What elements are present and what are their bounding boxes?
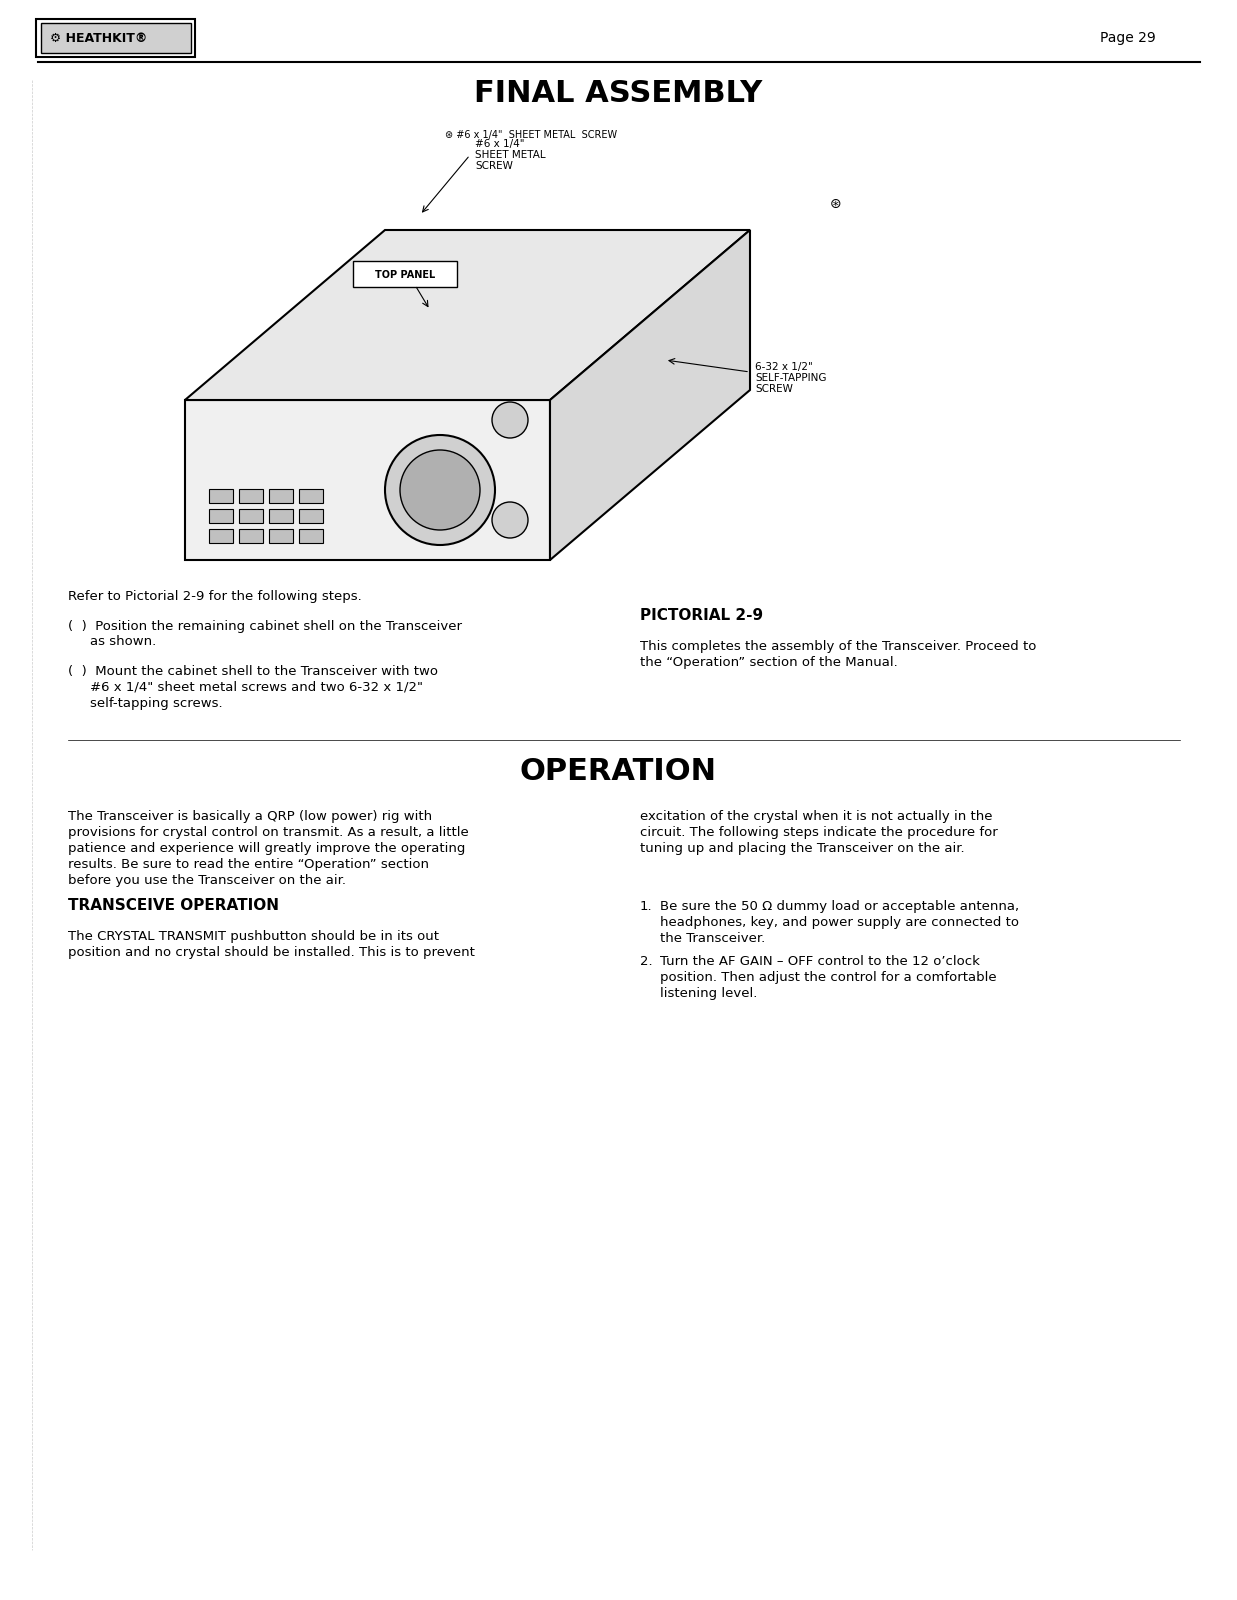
FancyBboxPatch shape [268,509,293,523]
Text: SHEET METAL: SHEET METAL [475,150,546,160]
FancyBboxPatch shape [41,22,190,53]
FancyBboxPatch shape [36,19,195,58]
Text: #6 x 1/4" sheet metal screws and two 6-32 x 1/2": #6 x 1/4" sheet metal screws and two 6-3… [90,682,423,694]
Polygon shape [186,230,750,400]
FancyBboxPatch shape [239,490,263,502]
Text: ⊛ #6 x 1/4"  SHEET METAL  SCREW: ⊛ #6 x 1/4" SHEET METAL SCREW [445,130,617,141]
Text: headphones, key, and power supply are connected to: headphones, key, and power supply are co… [661,915,1019,930]
Text: TRANSCEIVE OPERATION: TRANSCEIVE OPERATION [68,898,280,914]
Text: PICTORIAL 2-9: PICTORIAL 2-9 [640,608,763,622]
Text: #6 x 1/4": #6 x 1/4" [475,139,524,149]
FancyBboxPatch shape [209,509,233,523]
Text: FINAL ASSEMBLY: FINAL ASSEMBLY [474,78,762,109]
Text: the Transceiver.: the Transceiver. [661,931,766,946]
FancyBboxPatch shape [299,530,323,542]
Text: excitation of the crystal when it is not actually in the: excitation of the crystal when it is not… [640,810,992,822]
Text: 6-32 x 1/2": 6-32 x 1/2" [755,362,813,371]
Text: circuit. The following steps indicate the procedure for: circuit. The following steps indicate th… [640,826,998,838]
Text: 2.: 2. [640,955,653,968]
Circle shape [400,450,480,530]
FancyBboxPatch shape [353,261,456,286]
FancyBboxPatch shape [239,509,263,523]
Text: position. Then adjust the control for a comfortable: position. Then adjust the control for a … [661,971,997,984]
FancyBboxPatch shape [299,490,323,502]
Text: the “Operation” section of the Manual.: the “Operation” section of the Manual. [640,656,898,669]
Text: The CRYSTAL TRANSMIT pushbutton should be in its out: The CRYSTAL TRANSMIT pushbutton should b… [68,930,439,942]
FancyBboxPatch shape [299,509,323,523]
Text: as shown.: as shown. [90,635,156,648]
FancyBboxPatch shape [268,530,293,542]
Text: 1.: 1. [640,899,653,914]
Text: This completes the assembly of the Transceiver. Proceed to: This completes the assembly of the Trans… [640,640,1037,653]
Text: tuning up and placing the Transceiver on the air.: tuning up and placing the Transceiver on… [640,842,965,854]
Text: SCREW: SCREW [755,384,793,394]
Text: self-tapping screws.: self-tapping screws. [90,698,223,710]
Text: ⊛: ⊛ [830,197,841,211]
FancyBboxPatch shape [239,530,263,542]
Text: listening level.: listening level. [661,987,757,1000]
Circle shape [492,502,528,538]
Text: Turn the AF GAIN – OFF control to the 12 o’clock: Turn the AF GAIN – OFF control to the 12… [661,955,980,968]
Circle shape [492,402,528,438]
Text: (  )  Mount the cabinet shell to the Transceiver with two: ( ) Mount the cabinet shell to the Trans… [68,666,438,678]
Text: OPERATION: OPERATION [520,757,716,786]
Text: Page 29: Page 29 [1100,30,1155,45]
Text: SELF-TAPPING: SELF-TAPPING [755,373,826,382]
FancyBboxPatch shape [209,490,233,502]
Text: results. Be sure to read the entire “Operation” section: results. Be sure to read the entire “Ope… [68,858,429,870]
FancyBboxPatch shape [268,490,293,502]
Text: provisions for crystal control on transmit. As a result, a little: provisions for crystal control on transm… [68,826,469,838]
Text: TOP PANEL: TOP PANEL [375,270,435,280]
Polygon shape [550,230,750,560]
Polygon shape [186,400,550,560]
Text: ⚙ HEATHKIT®: ⚙ HEATHKIT® [49,32,147,45]
FancyBboxPatch shape [209,530,233,542]
Text: SCREW: SCREW [475,162,513,171]
Text: before you use the Transceiver on the air.: before you use the Transceiver on the ai… [68,874,346,886]
Text: Be sure the 50 Ω dummy load or acceptable antenna,: Be sure the 50 Ω dummy load or acceptabl… [661,899,1019,914]
Text: (  )  Position the remaining cabinet shell on the Transceiver: ( ) Position the remaining cabinet shell… [68,619,461,634]
Text: patience and experience will greatly improve the operating: patience and experience will greatly imp… [68,842,465,854]
Text: The Transceiver is basically a QRP (low power) rig with: The Transceiver is basically a QRP (low … [68,810,432,822]
Text: position and no crystal should be installed. This is to prevent: position and no crystal should be instal… [68,946,475,958]
Circle shape [385,435,495,546]
Text: Refer to Pictorial 2-9 for the following steps.: Refer to Pictorial 2-9 for the following… [68,590,361,603]
